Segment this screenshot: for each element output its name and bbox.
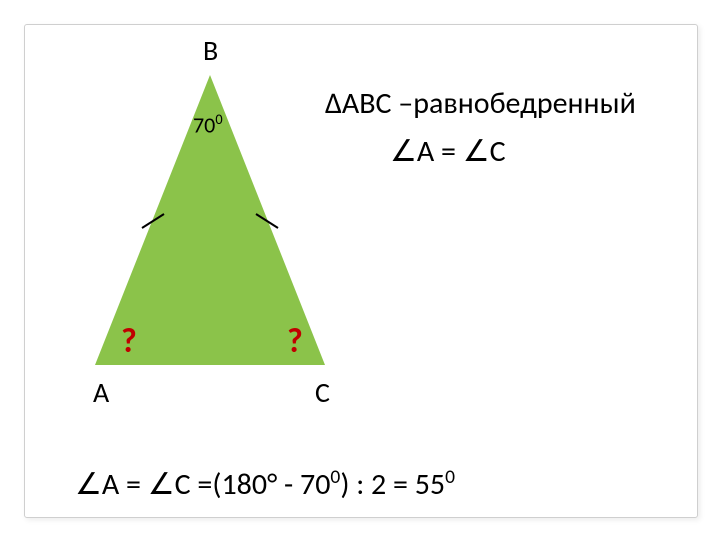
angle-b-sup: 0: [215, 110, 222, 128]
triangle-svg: [65, 55, 365, 395]
vertex-a-label: A: [93, 375, 109, 410]
question-a: ?: [121, 321, 137, 362]
vertex-c-label: С: [315, 375, 330, 410]
content-card: В A С 700 ? ? ∆АВС –равнобедренный ∠А = …: [24, 24, 698, 518]
solution-prefix: ∠А = ∠С =(180° - 70: [75, 466, 330, 503]
vertex-b-label: В: [203, 33, 218, 68]
statement-isosceles: ∆АВС –равнобедренный: [325, 85, 636, 122]
angle-b-value: 700: [193, 110, 223, 138]
slide: В A С 700 ? ? ∆АВС –равнобедренный ∠А = …: [0, 0, 720, 540]
angle-b-base: 70: [193, 111, 215, 138]
solution-sup2: 0: [445, 465, 455, 489]
triangle-diagram: В A С 700 ? ?: [65, 55, 365, 415]
solution-sup1: 0: [330, 465, 340, 489]
statement-equal-angles: ∠А = ∠С: [390, 133, 506, 170]
question-c: ?: [287, 321, 303, 362]
solution-line: ∠А = ∠С =(180° - 700) : 2 = 550: [75, 465, 455, 503]
solution-mid: ) : 2 = 55: [340, 466, 445, 503]
